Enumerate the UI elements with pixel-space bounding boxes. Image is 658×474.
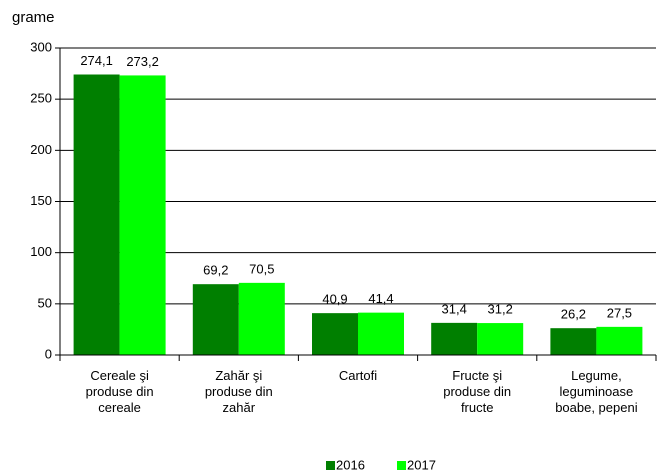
value-label: 70,5: [249, 261, 274, 276]
y-tick-label: 250: [30, 91, 52, 106]
legend-swatch: [326, 461, 335, 470]
x-tick-label: Cereale şi produse din cereale: [86, 368, 154, 415]
legend-swatch: [397, 461, 406, 470]
value-label: 26,2: [561, 307, 586, 322]
y-tick-label: 0: [45, 346, 52, 361]
bar: [312, 313, 358, 355]
value-label: 41,4: [368, 291, 393, 306]
y-tick-label: 100: [30, 244, 52, 259]
x-tick-label: Cartofi: [339, 368, 377, 383]
y-tick-label: 50: [38, 295, 52, 310]
y-tick-label: 200: [30, 142, 52, 157]
value-label: 273,2: [126, 54, 159, 69]
y-axis-label: grame: [12, 9, 55, 26]
x-tick-label: Legume, leguminoase boabe, pepeni: [555, 368, 638, 415]
legend-label: 2016: [336, 457, 365, 472]
bar: [119, 75, 166, 356]
x-tick-label: Fructe şi produse din fructe: [443, 368, 511, 415]
bar: [550, 328, 597, 355]
value-label: 69,2: [203, 263, 228, 278]
value-label: 40,9: [322, 292, 347, 307]
value-label: 274,1: [80, 53, 113, 68]
x-tick-label: Zahăr şi produse din zahăr: [205, 368, 273, 415]
bar: [238, 282, 285, 355]
bar: [358, 312, 404, 355]
bar: [73, 74, 120, 355]
value-label: 31,2: [488, 302, 513, 317]
bar: [596, 326, 643, 355]
y-tick-label: 300: [30, 39, 52, 54]
bar: [192, 284, 239, 355]
bar: [477, 323, 524, 355]
value-label: 31,4: [442, 301, 467, 316]
y-tick-label: 150: [30, 193, 52, 208]
legend-label: 2017: [407, 457, 436, 472]
bar: [431, 322, 478, 355]
value-label: 27,5: [607, 305, 632, 320]
